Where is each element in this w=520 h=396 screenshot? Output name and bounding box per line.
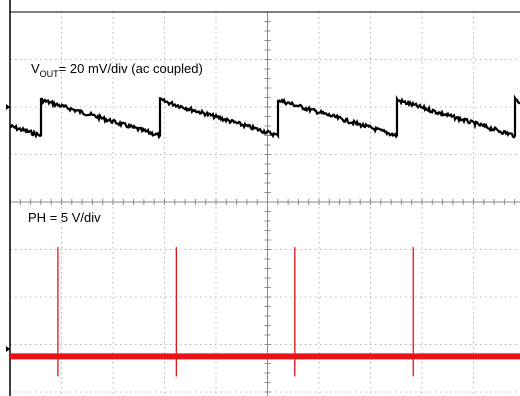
vout-trace [9,94,520,140]
ch2-ground-marker [6,346,10,352]
vout-label: VOUT= 20 mV/div (ac coupled) [31,61,203,79]
ch1-ground-marker [6,104,10,110]
ph-baseline [10,353,520,360]
traces [9,94,520,377]
grid [9,11,520,396]
ph-label: PH = 5 V/div [28,210,101,225]
